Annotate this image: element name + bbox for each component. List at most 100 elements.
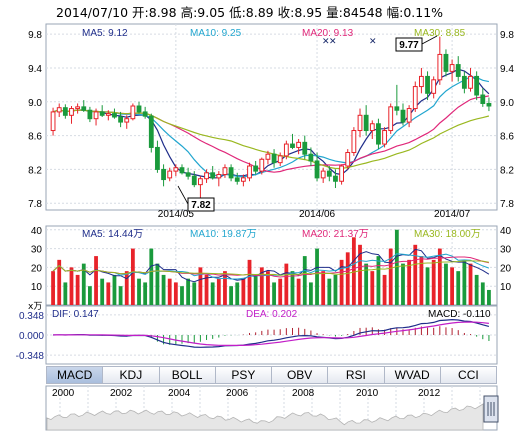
candle-body <box>431 79 437 94</box>
dea-line <box>53 321 489 346</box>
tab-wvad[interactable]: WVAD <box>384 366 441 384</box>
candle-body <box>161 168 166 181</box>
tab-psy[interactable]: PSY <box>215 366 272 384</box>
volume-bar <box>284 263 289 305</box>
tab-macd[interactable]: MACD <box>46 366 104 384</box>
price-ma-legend: MA5: 9.12 MA10: 9.25 MA20: 9.13 MA30: 8.85 <box>82 28 466 39</box>
candle-body <box>296 141 302 148</box>
candle-body <box>105 113 111 116</box>
volume-bar <box>474 274 479 305</box>
candle-body <box>112 113 117 118</box>
quote-open: 开:8.98 <box>132 5 177 20</box>
candle-body <box>118 116 124 123</box>
candle-body <box>302 141 308 155</box>
volume-bar <box>155 263 160 305</box>
event-markers: ✕ ✕ ✕ <box>322 37 377 47</box>
volume-bar <box>266 271 270 305</box>
volume-y-tick-right: 40 <box>500 226 512 237</box>
volume-y-tick-right: 30 <box>500 245 512 256</box>
volume-bar <box>425 267 430 305</box>
volume-bar <box>315 248 319 305</box>
volume-bar <box>180 286 184 305</box>
volume-bar <box>456 271 461 305</box>
volume-bar <box>296 278 301 305</box>
volume-ma5-line <box>52 248 490 283</box>
timeline-year: 2004 <box>168 388 191 399</box>
volume-bar <box>167 278 172 305</box>
candle-body <box>130 105 136 120</box>
volume-ma-legend-item: MA10: 19.87万 <box>190 229 257 240</box>
candle-body <box>455 64 461 77</box>
candle-body <box>351 130 357 154</box>
volume-bar <box>444 263 448 305</box>
candle-body <box>167 170 173 179</box>
candle-body <box>443 53 449 72</box>
price-x-label: 2014/06 <box>299 209 336 220</box>
candle-body <box>314 160 320 179</box>
dif-label: DIF: 0.147 <box>52 309 99 320</box>
volume-ma-legend: MA5: 14.44万 MA10: 19.87万 MA20: 21.37万 MA30:… <box>82 229 481 240</box>
timeline-area <box>46 403 484 431</box>
quote-volume: 量:84548 <box>326 5 383 20</box>
candle-body <box>486 102 492 107</box>
candle-body <box>357 114 363 132</box>
candle-body <box>197 178 203 186</box>
volume-unit: x万 <box>28 302 42 312</box>
volume-bar <box>241 278 246 305</box>
price-y-tick-left: 8.2 <box>28 165 42 176</box>
tab-kdj[interactable]: KDJ <box>103 366 160 384</box>
tab-obv[interactable]: OBV <box>272 366 329 384</box>
low-callout-text: 7.82 <box>191 200 211 211</box>
candle-body <box>253 165 259 172</box>
volume-bar <box>259 267 264 305</box>
tab-boll[interactable]: BOLL <box>159 366 216 384</box>
volume-bar <box>63 282 68 305</box>
timeline-year: 2000 <box>52 388 75 399</box>
candle-body <box>376 123 381 145</box>
candle-body <box>259 158 265 172</box>
tab-cci[interactable]: CCI <box>440 366 497 384</box>
volume-ma-lines <box>52 248 490 283</box>
candle-body <box>394 106 400 111</box>
event-marker-icon[interactable]: ✕ <box>329 37 337 47</box>
candle-body <box>271 153 277 164</box>
volume-bar <box>118 286 123 305</box>
candle-body <box>142 111 148 117</box>
candle-body <box>210 172 216 179</box>
timeline-year: 2006 <box>226 388 249 399</box>
macd-y-tick: 0.348 <box>19 311 44 322</box>
volume-bar <box>351 237 356 305</box>
volume-bar <box>186 278 191 305</box>
macd-y-tick: -0.348 <box>16 351 45 362</box>
tab-rsi[interactable]: RSI <box>328 366 385 384</box>
volume-ma-legend-item: MA5: 14.44万 <box>82 229 143 240</box>
quote-summary: 2014/07/10 开:8.98 高:9.05 低:8.89 收:8.95 量… <box>56 2 443 21</box>
volume-bar <box>437 248 442 305</box>
dea-label: DEA: 0.202 <box>246 309 298 320</box>
price-ma-legend-item: MA10: 9.25 <box>190 28 242 39</box>
price-y-tick-right: 8.6 <box>500 132 514 143</box>
volume-bar <box>333 274 338 305</box>
candle-body <box>412 86 418 110</box>
volume-bar <box>480 282 485 305</box>
volume-bar <box>100 278 105 305</box>
timeline-year: 2002 <box>110 388 133 399</box>
candle-body <box>228 167 234 179</box>
volume-bar <box>302 256 307 305</box>
volume-bar <box>431 259 436 305</box>
price-y-tick-right: 9.0 <box>500 98 514 109</box>
volume-y-tick-left: 40 <box>31 226 43 237</box>
volume-bar <box>57 259 62 305</box>
candle-body <box>124 118 130 123</box>
volume-bars <box>51 229 491 305</box>
volume-bar <box>173 282 178 305</box>
candle-body <box>449 64 455 72</box>
candle-body <box>204 172 209 180</box>
event-marker-icon[interactable]: ✕ <box>322 37 330 47</box>
price-y-tick-right: 7.8 <box>500 199 514 210</box>
candle-body <box>480 94 486 104</box>
timeline-year: 2012 <box>418 388 441 399</box>
event-marker-icon[interactable]: ✕ <box>369 37 377 47</box>
volume-bar <box>137 278 141 305</box>
